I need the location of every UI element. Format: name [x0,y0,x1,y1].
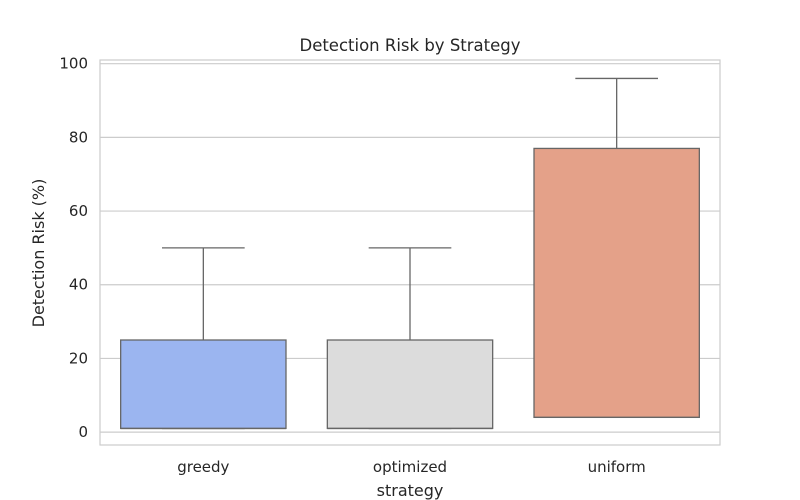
x-axis-label: strategy [377,481,444,500]
box-optimized [326,247,494,430]
x-tick-label-greedy: greedy [177,458,229,476]
chart-title: Detection Risk by Strategy [299,36,520,55]
plot-frame [99,59,721,446]
y-tick-label: 80 [69,128,88,146]
y-tick-label: 60 [69,202,88,220]
box-iqr [533,147,700,419]
box-iqr [120,339,287,430]
x-tick-label-optimized: optimized [373,458,447,476]
y-tick-labels: 0 20 40 60 80 100 [59,55,88,441]
box-iqr [326,339,494,430]
y-tick-label: 0 [78,423,88,441]
box-uniform [533,77,700,419]
y-tick-label: 20 [69,349,88,367]
x-tick-label-uniform: uniform [588,458,646,476]
y-axis-label: Detection Risk (%) [29,179,48,328]
boxes [120,77,700,430]
box-greedy [120,247,287,430]
y-tick-label: 40 [69,276,88,294]
y-tick-label: 100 [59,55,88,73]
x-tick-labels: greedy optimized uniform [177,458,646,476]
